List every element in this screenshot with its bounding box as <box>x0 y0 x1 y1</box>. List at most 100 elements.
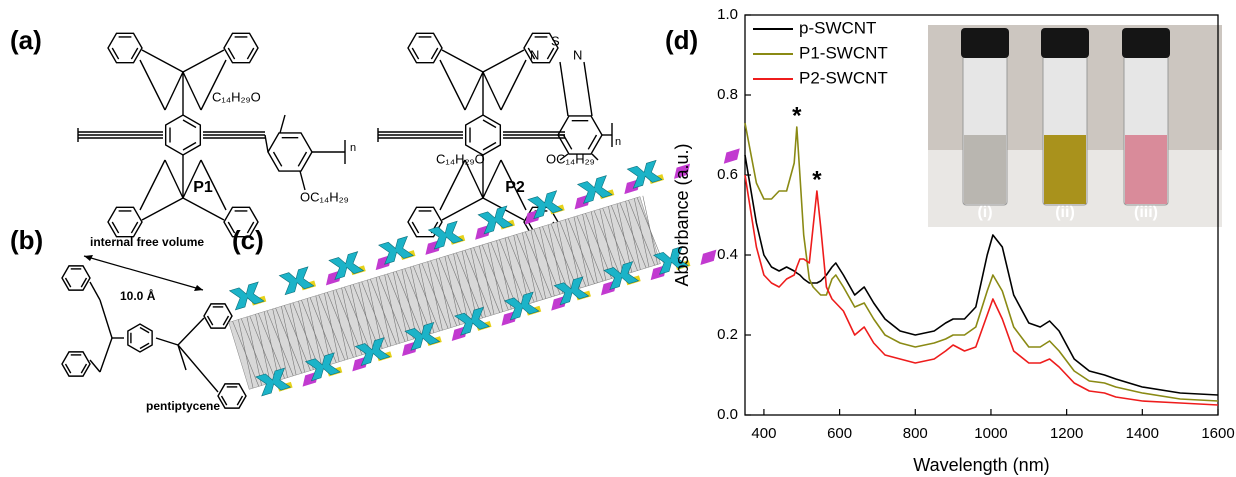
ring <box>217 383 247 409</box>
bond <box>164 71 184 111</box>
series-line <box>744 174 1219 406</box>
bond <box>89 359 101 373</box>
x-tick-label: 800 <box>903 425 928 442</box>
lattice <box>504 237 521 307</box>
substituent: C₁₄H₂₉O <box>212 89 261 104</box>
panel-label: (c) <box>232 225 264 255</box>
legend-label: P2-SWCNT <box>799 68 888 87</box>
double-bond <box>111 221 120 234</box>
substituent: OC₁₄H₂₉ <box>300 189 349 204</box>
lattice <box>522 232 538 302</box>
pentiptycene-unit <box>404 321 441 351</box>
pentiptycene-unit <box>653 245 689 275</box>
bond <box>164 159 184 199</box>
pentiptycene-unit <box>603 261 640 290</box>
bond <box>482 159 502 199</box>
bond <box>559 61 569 117</box>
vial-liquid <box>1044 135 1086 204</box>
lattice <box>444 256 460 326</box>
double-bond <box>64 277 72 288</box>
lattice <box>401 269 417 339</box>
lattice <box>461 250 478 320</box>
lattice <box>306 298 323 368</box>
double-bond <box>587 134 598 150</box>
bond <box>500 59 527 111</box>
lattice <box>272 308 288 378</box>
bond <box>482 49 525 73</box>
bond <box>177 344 219 393</box>
pentiptycene-unit <box>503 291 540 321</box>
y-tick-label: 0.6 <box>717 166 738 183</box>
x-tick-label: 400 <box>751 425 776 442</box>
lattice <box>487 243 503 312</box>
pentiptycene-unit <box>454 306 491 336</box>
double-bond <box>64 363 72 374</box>
double-bond <box>411 221 420 234</box>
series-line <box>744 122 1219 402</box>
plot-frame <box>744 14 1219 416</box>
double-bond <box>246 47 255 60</box>
pentiptycene-unit <box>553 276 590 306</box>
linker <box>723 148 740 164</box>
ring <box>407 32 443 64</box>
ring <box>407 206 443 238</box>
lattice <box>547 224 564 294</box>
double-bond <box>411 47 420 60</box>
subscript: n <box>350 142 356 154</box>
double-bond <box>130 221 139 234</box>
lattice <box>358 282 374 352</box>
x-tick-label: 600 <box>827 425 852 442</box>
atom: S <box>551 33 560 48</box>
bond <box>439 159 466 211</box>
lattice <box>341 287 357 357</box>
bond <box>464 159 484 199</box>
ring <box>127 323 153 353</box>
ring <box>107 206 143 238</box>
lattice <box>427 261 443 331</box>
linker <box>700 249 717 265</box>
lattice <box>255 314 271 383</box>
lattice <box>496 240 512 310</box>
bond <box>559 153 569 161</box>
absorbance-chart: 0.0 0.2 0.4 0.6 0.8 1.0 400 600 800 1000 1200 1400 1… <box>672 6 1235 475</box>
lattice <box>453 253 469 323</box>
double-bond <box>130 47 139 60</box>
lattice <box>435 258 452 328</box>
vial-liquid <box>964 135 1006 204</box>
bond <box>182 197 225 221</box>
lattice <box>573 216 590 286</box>
bond <box>200 59 227 111</box>
substituent: C₁₄H₂₉O <box>436 151 485 166</box>
polymer-name: P1 <box>193 179 213 196</box>
x-tick-label: 1600 <box>1201 425 1234 442</box>
annotation: * <box>812 166 822 193</box>
lattice <box>479 245 495 315</box>
subscript: n <box>615 136 621 148</box>
ring <box>223 32 259 64</box>
tube-group <box>228 148 740 397</box>
atom: N <box>573 47 582 62</box>
lattice <box>410 266 426 336</box>
legend-label: p-SWCNT <box>799 18 876 37</box>
ring <box>523 32 559 64</box>
inset-label: (iii) <box>1134 204 1158 221</box>
lattice <box>590 211 607 281</box>
lattice <box>625 200 641 270</box>
bond <box>182 49 225 73</box>
x-axis-label: Wavelength (nm) <box>913 455 1049 475</box>
annotation: internal free volume <box>90 235 204 249</box>
double-bond <box>482 141 497 151</box>
lattice <box>565 219 581 289</box>
bond <box>441 197 484 221</box>
lattice <box>633 198 650 268</box>
ring <box>164 114 202 156</box>
pentiptycene-unit <box>328 251 365 280</box>
ring <box>267 132 313 172</box>
lattice <box>582 214 598 283</box>
vial-cap <box>1122 28 1170 58</box>
double-bond <box>111 47 120 60</box>
ring <box>107 32 143 64</box>
bond <box>141 49 184 73</box>
lattice <box>246 316 262 386</box>
bond <box>182 71 202 111</box>
